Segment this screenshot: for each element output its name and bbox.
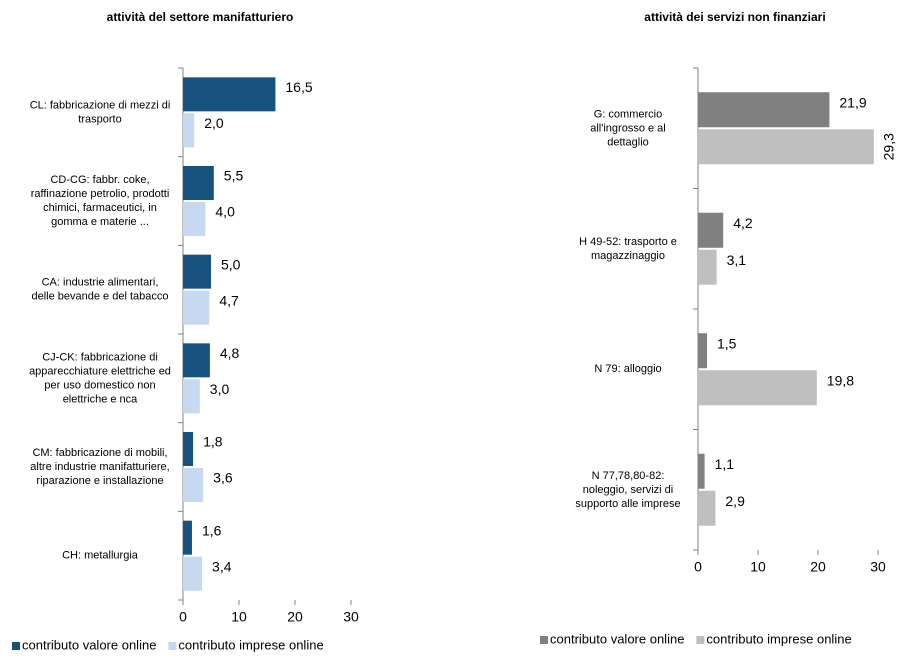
- bar: [183, 290, 210, 325]
- bar: [183, 254, 211, 289]
- value-label: 16,5: [285, 79, 312, 95]
- value-label: 2,0: [204, 115, 224, 131]
- bar: [183, 432, 194, 466]
- x-tick-label: 30: [870, 559, 886, 575]
- bar: [698, 490, 716, 526]
- bar: [183, 202, 206, 236]
- value-label: 19,8: [827, 372, 854, 388]
- value-label: 29,3: [881, 133, 897, 160]
- legend-swatch: [696, 636, 705, 644]
- bar: [698, 333, 707, 369]
- legend-label: contributo imprese online: [178, 637, 323, 652]
- value-label: 5,0: [221, 256, 241, 272]
- bar: [698, 370, 817, 406]
- category-label: H 49-52: trasporto e magazzinaggio: [579, 236, 677, 262]
- value-label: 3,1: [727, 252, 747, 268]
- bar: [698, 212, 724, 248]
- x-tick-label: 20: [287, 609, 303, 625]
- legend-label: contributo imprese online: [706, 631, 851, 646]
- legend-swatch: [168, 642, 177, 650]
- value-label: 4,7: [219, 292, 239, 308]
- bar: [698, 129, 874, 165]
- bar: [698, 249, 717, 285]
- value-label: 1,1: [715, 456, 735, 472]
- legend-swatch: [12, 642, 20, 650]
- bar: [698, 92, 830, 128]
- value-label: 4,8: [220, 345, 240, 361]
- bar: [183, 556, 203, 591]
- value-label: 3,4: [212, 558, 232, 574]
- bar: [183, 77, 276, 112]
- value-label: 1,8: [203, 434, 223, 450]
- value-label: 1,5: [717, 335, 737, 351]
- x-tick-label: 10: [750, 559, 766, 575]
- category-label: CM: fabbricazione di mobili, altre indust…: [30, 447, 169, 487]
- value-label: 1,6: [202, 522, 222, 538]
- legend-label: contributo valore online: [550, 631, 684, 646]
- bar: [183, 520, 192, 555]
- legend-swatch: [540, 636, 548, 644]
- bar: [698, 453, 705, 489]
- value-label: 2,9: [725, 493, 745, 509]
- value-label: 3,6: [213, 470, 233, 486]
- category-label: G: commercio all'ingrosso e al dettaglio: [590, 108, 665, 148]
- x-tick-label: 30: [343, 609, 359, 625]
- category-label: N 79: alloggio: [594, 363, 661, 375]
- category-label: N 77,78,80-82: noleggio, servizi di suppor…: [575, 470, 680, 510]
- category-label: CA: industrie alimentari, delle bevande e…: [32, 277, 169, 303]
- bar: [183, 379, 200, 414]
- x-tick-label: 20: [810, 559, 826, 575]
- value-label: 3,0: [210, 381, 230, 397]
- value-label: 4,0: [215, 204, 235, 220]
- x-tick-label: 0: [694, 559, 702, 575]
- legend-label: contributo valore online: [22, 637, 156, 652]
- bar: [183, 468, 204, 502]
- x-tick-label: 10: [231, 609, 247, 625]
- category-label: CD-CG: fabbr. coke, raffinazione petrolio…: [31, 174, 170, 228]
- category-label: CL: fabbricazione di mezzi di trasporto: [30, 99, 171, 125]
- x-tick-label: 0: [179, 609, 187, 625]
- category-label: CJ-CK: fabbricazione di apparecchiature e…: [29, 351, 171, 405]
- bar: [183, 113, 195, 148]
- bar: [183, 166, 214, 200]
- chart-title: attività del settore manifatturiero: [107, 10, 294, 24]
- value-label: 4,2: [733, 215, 753, 231]
- chart-title: attività dei servizi non finanziari: [644, 10, 825, 24]
- value-label: 5,5: [224, 168, 244, 184]
- value-label: 21,9: [839, 94, 866, 110]
- category-label: CH: metallurgia: [62, 550, 139, 562]
- bar: [183, 343, 210, 378]
